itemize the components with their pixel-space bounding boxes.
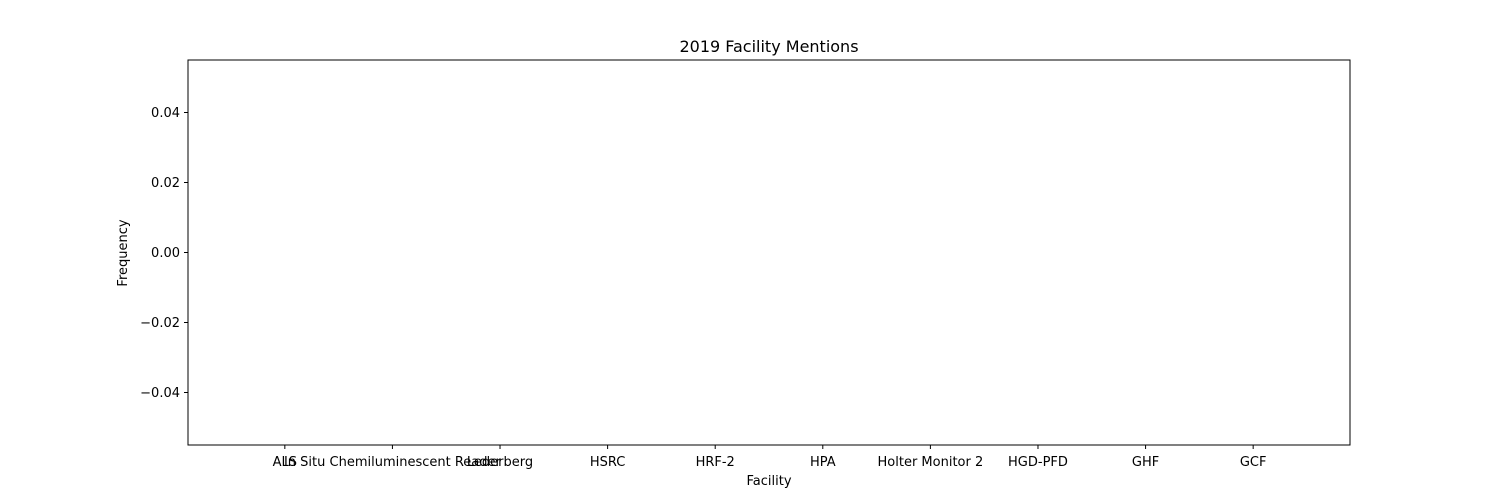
x-tick-label: GCF bbox=[1240, 455, 1267, 470]
y-axis-ticks: 0.04 0.02 0.00 −0.02 −0.04 bbox=[140, 106, 188, 401]
plot-frame bbox=[187, 59, 1351, 446]
plot-area bbox=[188, 60, 1350, 445]
x-tick-label: GHF bbox=[1132, 455, 1159, 470]
chart-title: 2019 Facility Mentions bbox=[679, 37, 858, 56]
y-tick-label: 0.00 bbox=[151, 246, 180, 261]
y-tick-label: 0.02 bbox=[151, 176, 180, 191]
x-tick-label: ALS bbox=[273, 455, 297, 470]
y-axis-label: Frequency bbox=[116, 219, 131, 286]
y-tick-label: −0.04 bbox=[140, 386, 180, 401]
x-tick-label: Holter Monitor 2 bbox=[878, 455, 984, 470]
x-tick-label: HRF-2 bbox=[696, 455, 735, 470]
x-tick-label: HPA bbox=[810, 455, 836, 470]
x-tick-label: Lederberg bbox=[467, 455, 533, 470]
x-tick-label: In Situ Chemiluminescent Reader bbox=[284, 455, 502, 470]
y-tick-label: 0.04 bbox=[151, 106, 180, 121]
x-tick-label: HGD-PFD bbox=[1008, 455, 1068, 470]
x-axis-label: Facility bbox=[746, 474, 791, 489]
y-tick-label: −0.02 bbox=[140, 316, 180, 331]
x-tick-label: HSRC bbox=[590, 455, 626, 470]
